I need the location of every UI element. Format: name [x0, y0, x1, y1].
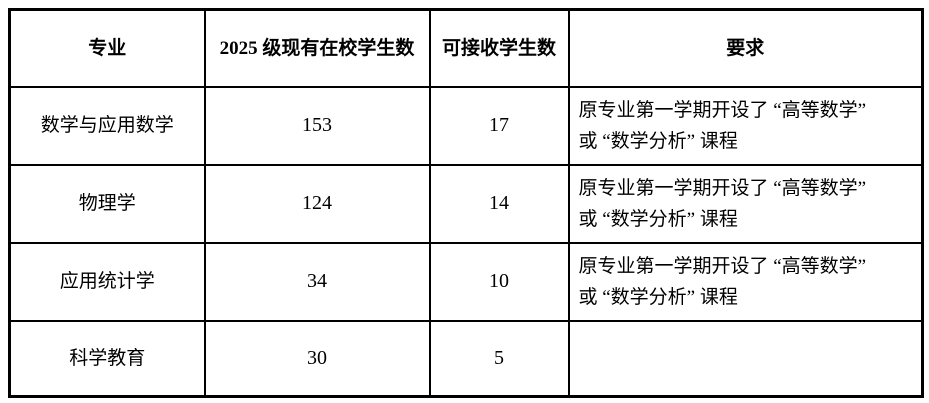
cell-enrolled: 34 [203, 241, 431, 322]
cell-enrolled: 30 [203, 319, 431, 398]
table-row: 科学教育 30 5 [8, 319, 924, 398]
table-row: 应用统计学 34 10 原专业第一学期开设了 “高等数学” 或 “数学分析” 课… [8, 241, 924, 322]
cell-capacity: 17 [428, 85, 570, 166]
column-header-major: 专业 [8, 8, 206, 88]
table-row: 物理学 124 14 原专业第一学期开设了 “高等数学” 或 “数学分析” 课程 [8, 163, 924, 244]
cell-capacity: 5 [428, 319, 570, 398]
cell-capacity: 10 [428, 241, 570, 322]
cell-requirement: 原专业第一学期开设了 “高等数学” 或 “数学分析” 课程 [567, 241, 924, 322]
cell-requirement: 原专业第一学期开设了 “高等数学” 或 “数学分析” 课程 [567, 163, 924, 244]
cell-capacity: 14 [428, 163, 570, 244]
table-header-row: 专业 2025 级现有在校学生数 可接收学生数 要求 [8, 8, 924, 88]
cell-major: 数学与应用数学 [8, 85, 206, 166]
cell-enrolled: 153 [203, 85, 431, 166]
cell-major: 物理学 [8, 163, 206, 244]
column-header-enrolled: 2025 级现有在校学生数 [203, 8, 431, 88]
cell-major: 科学教育 [8, 319, 206, 398]
cell-enrolled: 124 [203, 163, 431, 244]
column-header-requirement: 要求 [567, 8, 924, 88]
table-row: 数学与应用数学 153 17 原专业第一学期开设了 “高等数学” 或 “数学分析… [8, 85, 924, 166]
cell-requirement: 原专业第一学期开设了 “高等数学” 或 “数学分析” 课程 [567, 85, 924, 166]
cell-major: 应用统计学 [8, 241, 206, 322]
cell-requirement [567, 319, 924, 398]
majors-table: 专业 2025 级现有在校学生数 可接收学生数 要求 数学与应用数学 153 1… [8, 8, 924, 398]
column-header-capacity: 可接收学生数 [428, 8, 570, 88]
